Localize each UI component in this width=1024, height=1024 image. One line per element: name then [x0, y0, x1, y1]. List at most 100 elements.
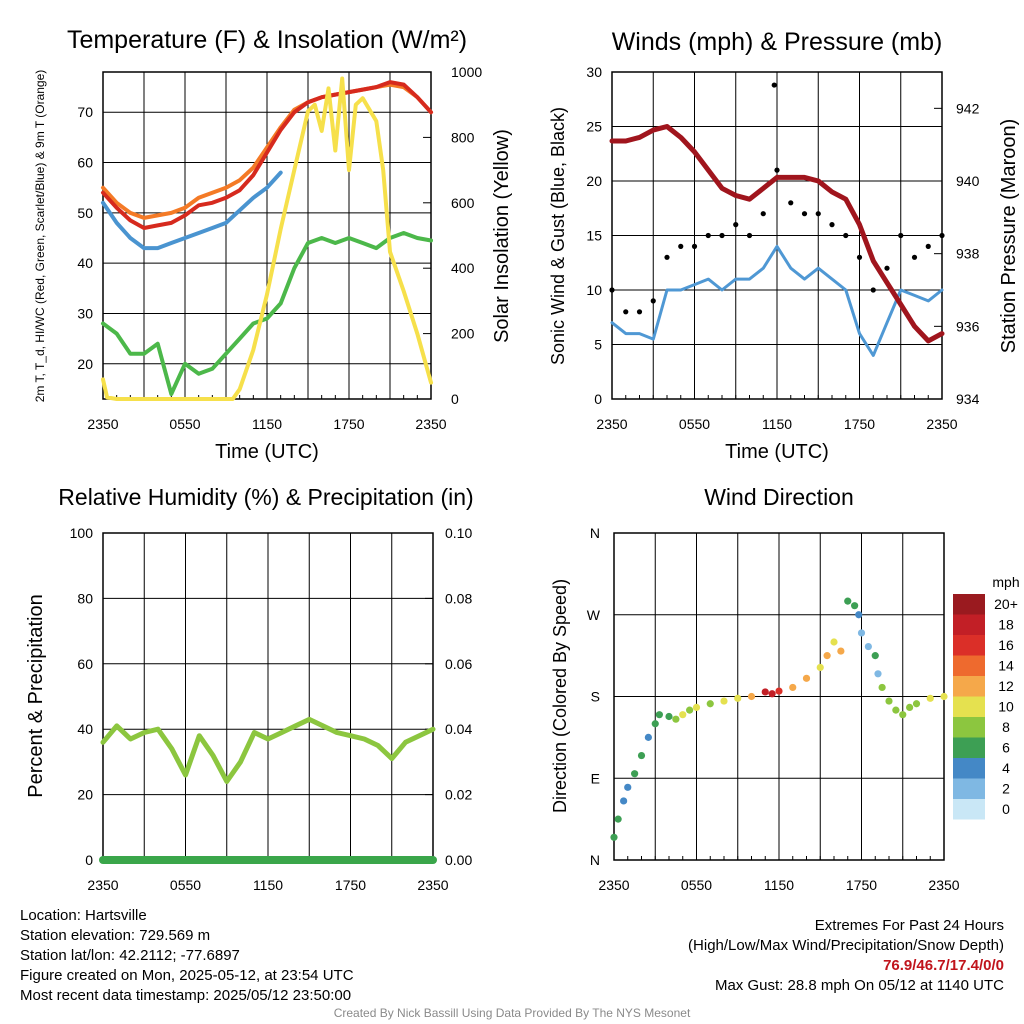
direction-point — [665, 712, 673, 721]
y-tick-label-left: 20 — [77, 356, 93, 372]
x-tick-label: 2350 — [415, 416, 446, 432]
colorbar-label: 16 — [998, 637, 1014, 653]
x-tick-label: 1750 — [333, 416, 364, 432]
direction-point — [655, 711, 663, 719]
colorbar-label: 20+ — [994, 596, 1018, 612]
y-axis-label-left: Sonic Wind & Gust (Blue, Black) — [548, 107, 568, 365]
gust-point — [746, 232, 753, 239]
direction-point — [620, 797, 628, 805]
direction-point — [940, 692, 948, 701]
y-tick-label-right: 0.10 — [445, 525, 472, 541]
direction-point — [610, 833, 618, 841]
y-tick-label-left: 70 — [77, 104, 93, 120]
colorbar-cell — [953, 778, 985, 799]
y-tick-label-right: 938 — [956, 246, 980, 262]
y-tick-label-right: 0.02 — [445, 787, 472, 803]
x-tick-label: 2350 — [87, 877, 118, 893]
gust-point — [733, 222, 739, 228]
y-tick-label-left: 0 — [594, 391, 602, 407]
y-tick-label-right: 800 — [451, 129, 475, 145]
x-tick-label: 2350 — [417, 877, 448, 893]
direction-point — [892, 706, 900, 714]
x-tick-label: 1150 — [252, 416, 282, 432]
y-tick-label-right: 200 — [451, 326, 475, 342]
direction-point — [692, 703, 701, 712]
x-tick-label: 1750 — [844, 416, 875, 432]
y-tick-label-right: 0.04 — [445, 721, 472, 737]
chart-title: Temperature (F) & Insolation (W/m²) — [67, 26, 467, 54]
colorbar-label: 2 — [1002, 781, 1010, 797]
x-tick-label: 0550 — [169, 416, 200, 432]
y-tick-label-left: 50 — [77, 205, 93, 221]
gust-point — [801, 211, 808, 217]
x-tick-label: 0550 — [681, 877, 712, 893]
plot-frame — [102, 71, 432, 400]
direction-point — [878, 683, 886, 692]
direction-point — [720, 697, 728, 705]
y-tick-label-left: 5 — [594, 337, 602, 353]
extremes-title: Extremes For Past 24 Hours — [814, 917, 1004, 934]
gust-point — [774, 167, 780, 173]
direction-point — [844, 597, 852, 605]
gust-point — [788, 200, 794, 206]
x-tick-label: 1750 — [846, 877, 877, 893]
gust-point — [691, 243, 698, 249]
direction-point — [857, 629, 866, 637]
colorbar-label: 12 — [998, 678, 1014, 694]
colorbar-label: 4 — [1002, 760, 1010, 776]
direction-point — [614, 815, 622, 823]
gust-point — [911, 254, 918, 260]
direction-point — [789, 683, 797, 692]
series-line — [609, 124, 945, 344]
y-tick-label-right: 940 — [956, 173, 980, 189]
colorbar-label: 18 — [998, 617, 1014, 633]
direction-point — [823, 652, 831, 660]
y-tick-label-left: 100 — [70, 525, 94, 541]
created-text: Figure created on Mon, 2025-05-12, at 23… — [20, 967, 354, 984]
direction-point — [775, 687, 783, 695]
gust-point — [856, 254, 863, 260]
direction-point — [855, 611, 863, 619]
y-tick-label-left: 60 — [77, 656, 93, 672]
gust-point — [623, 309, 629, 315]
gust-point — [939, 232, 945, 239]
colorbar-cell — [953, 696, 985, 717]
direction-point — [851, 602, 859, 610]
direction-point — [637, 751, 646, 760]
chart-title: Winds (mph) & Pressure (mb) — [612, 28, 943, 56]
location-text: Location: Hartsville — [20, 907, 147, 924]
colorbar-cell — [953, 799, 985, 820]
gust-point — [898, 232, 904, 239]
x-tick-label: 1750 — [335, 877, 366, 893]
recent-data-text: Most recent data timestamp: 2025/05/12 2… — [20, 987, 352, 1004]
y-tick-label-right: 400 — [451, 260, 475, 276]
series-line — [101, 76, 433, 401]
y-tick-label-left: 40 — [77, 721, 93, 737]
x-tick-label: 0550 — [679, 416, 710, 432]
y-tick-label-left: 30 — [77, 305, 93, 321]
direction-point — [747, 692, 756, 701]
x-tick-label: 1150 — [253, 877, 283, 893]
x-axis-label: Time (UTC) — [215, 441, 319, 463]
direction-point — [672, 715, 680, 723]
colorbar-cell — [953, 758, 985, 779]
y-tick-label-right: 1000 — [451, 64, 482, 80]
direction-point — [644, 733, 652, 741]
gust-point — [884, 265, 890, 271]
colorbar-cell — [953, 614, 985, 635]
direction-point — [686, 706, 694, 714]
direction-point — [906, 703, 914, 712]
y-tick-label-left: 40 — [77, 255, 93, 271]
gust-point — [705, 232, 711, 239]
chart-title: Relative Humidity (%) & Precipitation (i… — [58, 484, 473, 510]
x-tick-label: 2350 — [598, 877, 629, 893]
y-axis-label-left: 2m T, T_d, HI/WC (Red, Green, Scarlet/Bl… — [33, 70, 47, 403]
direction-point — [885, 697, 893, 705]
y-tick-label-right: 0 — [451, 391, 459, 407]
y-tick-label: W — [587, 607, 601, 623]
gust-max-point — [771, 82, 777, 88]
x-tick-label: 2350 — [596, 416, 627, 432]
y-axis-label: Direction (Colored By Speed) — [550, 579, 570, 813]
x-tick-label: 2350 — [926, 416, 957, 432]
